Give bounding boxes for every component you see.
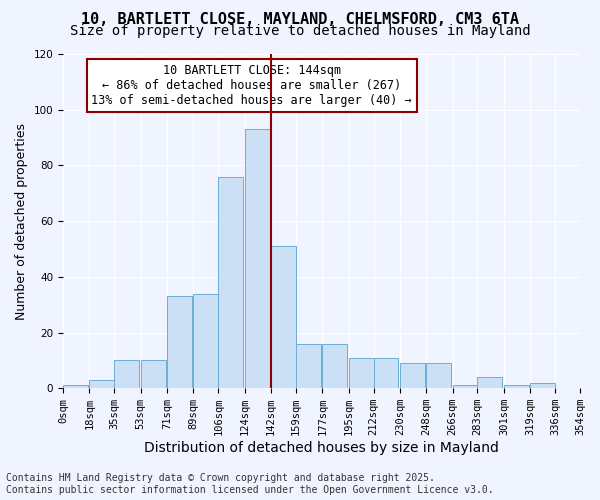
Bar [530,382,555,388]
Bar [245,129,269,388]
Text: 10, BARTLETT CLOSE, MAYLAND, CHELMSFORD, CM3 6TA: 10, BARTLETT CLOSE, MAYLAND, CHELMSFORD,… [81,12,519,28]
Text: Contains HM Land Registry data © Crown copyright and database right 2025.
Contai: Contains HM Land Registry data © Crown c… [6,474,494,495]
Bar [218,176,243,388]
Bar [271,246,296,388]
Bar [478,377,502,388]
Bar [374,358,398,388]
Bar [89,380,114,388]
Bar [114,360,139,388]
Bar [349,358,374,388]
Text: 10 BARTLETT CLOSE: 144sqm
← 86% of detached houses are smaller (267)
13% of semi: 10 BARTLETT CLOSE: 144sqm ← 86% of detac… [91,64,412,107]
Bar [167,296,192,388]
Y-axis label: Number of detached properties: Number of detached properties [15,122,28,320]
Bar [140,360,166,388]
X-axis label: Distribution of detached houses by size in Mayland: Distribution of detached houses by size … [144,441,499,455]
Bar [322,344,347,388]
Bar [193,294,218,388]
Bar [452,386,478,388]
Bar [296,344,321,388]
Bar [400,363,425,388]
Bar [63,386,88,388]
Bar [426,363,451,388]
Text: Size of property relative to detached houses in Mayland: Size of property relative to detached ho… [70,24,530,38]
Bar [504,386,529,388]
